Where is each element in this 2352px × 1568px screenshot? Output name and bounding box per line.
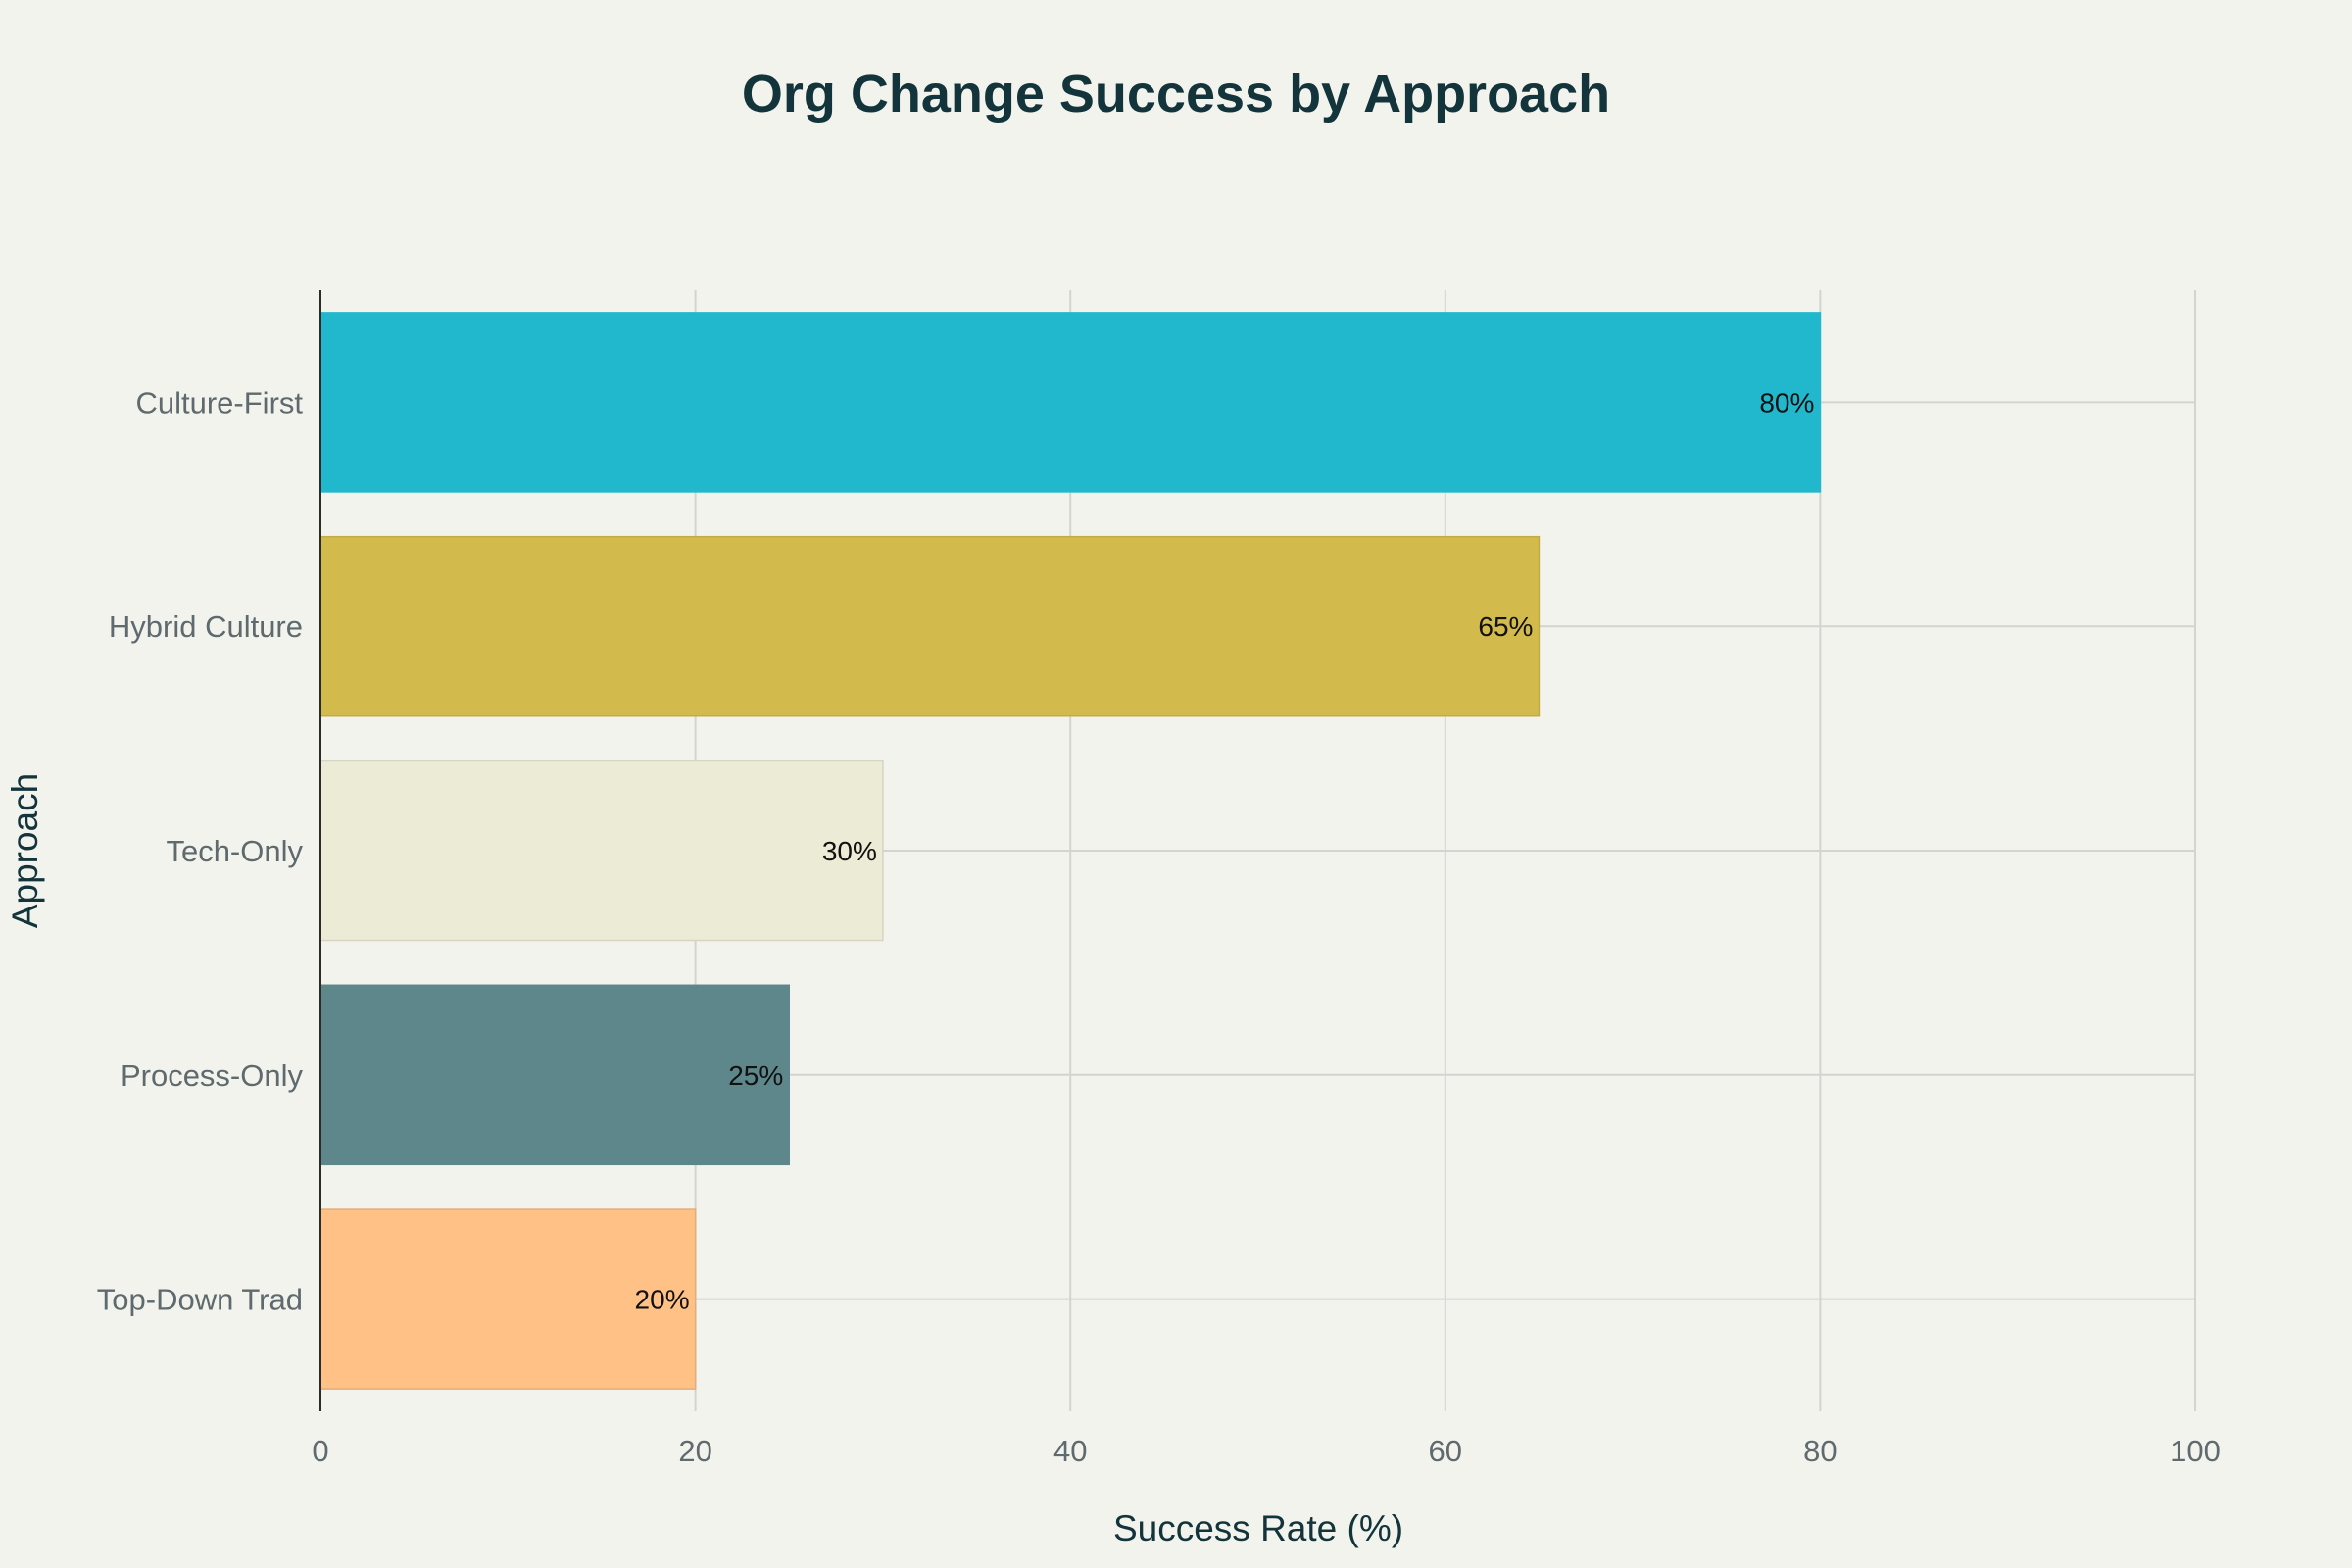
bar: [319, 1208, 697, 1390]
bar: [319, 984, 790, 1166]
x-tick-label: 60: [1429, 1434, 1462, 1468]
bar: [319, 535, 1541, 717]
x-tick-label: 40: [1054, 1434, 1087, 1468]
x-tick-label: 80: [1803, 1434, 1837, 1468]
bar-value-label: 80%: [1759, 387, 1814, 417]
chart-title: Org Change Success by Approach: [742, 65, 1610, 123]
x-axis-title: Success Rate (%): [1113, 1508, 1403, 1548]
data-labels: 80% 65% 30% 25% 20%: [635, 387, 1815, 1314]
x-tick-label: 100: [2170, 1434, 2221, 1468]
y-axis-title: Approach: [5, 773, 45, 928]
x-tick-label: 0: [312, 1434, 328, 1468]
x-axis-ticks: 0 20 40 60 80 100: [312, 1434, 2220, 1468]
y-tick-label: Process-Only: [121, 1058, 304, 1093]
y-tick-label: Hybrid Culture: [109, 610, 303, 644]
bar-value-label: 20%: [635, 1285, 690, 1315]
y-tick-label: Tech-Only: [166, 834, 303, 868]
bar: [319, 312, 1822, 493]
bar-value-label: 25%: [728, 1060, 783, 1091]
y-tick-label: Culture-First: [135, 385, 303, 419]
y-tick-label: Top-Down Trad: [97, 1283, 303, 1317]
x-tick-label: 20: [678, 1434, 711, 1468]
bar: [319, 760, 884, 942]
bar-value-label: 30%: [822, 836, 877, 866]
bar-value-label: 65%: [1478, 612, 1533, 642]
bars: [319, 312, 1822, 1390]
y-axis-ticks: Culture-First Hybrid Culture Tech-Only Proc…: [97, 385, 304, 1316]
